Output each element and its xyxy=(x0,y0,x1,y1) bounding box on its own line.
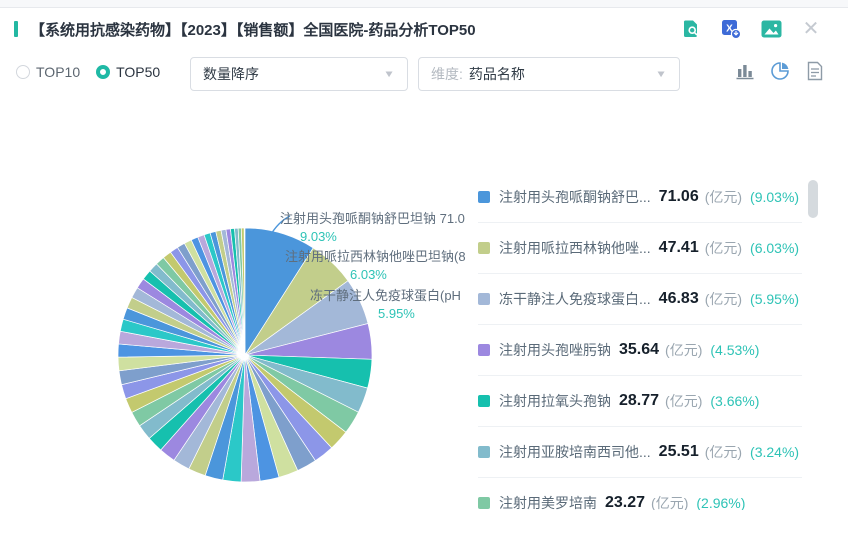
doc-preview-icon[interactable] xyxy=(680,18,702,40)
legend-item-unit: (亿元) xyxy=(704,240,743,256)
legend-item[interactable]: 注射用美罗培南 23.27 (亿元) (2.96%) xyxy=(478,478,802,510)
pie-label-pct: 6.03% xyxy=(350,267,387,282)
legend-item-name: 注射用美罗培南 xyxy=(499,495,597,510)
legend-item[interactable]: 注射用亚胺培南西司他... 25.51 (亿元) (3.24%) xyxy=(478,427,802,478)
pie-chart-view-icon[interactable] xyxy=(769,60,791,82)
legend-item-unit: (亿元) xyxy=(704,291,743,307)
legend-color-chip xyxy=(478,446,490,458)
legend-item-unit: (亿元) xyxy=(651,495,689,510)
pie-label-pct: 5.95% xyxy=(378,306,415,321)
top-n-radio-group: TOP10 TOP50 xyxy=(16,64,160,80)
legend-item-value: 47.41 xyxy=(658,239,699,256)
image-export-icon[interactable] xyxy=(760,18,782,40)
dimension-dropdown[interactable]: 维度: 药品名称 ▼ xyxy=(418,57,680,91)
excel-export-icon[interactable]: X xyxy=(720,18,742,40)
legend-item-name: 注射用头孢唑肟钠 xyxy=(499,342,611,358)
radio-top50-label: TOP50 xyxy=(116,64,161,80)
legend-item[interactable]: 冻干静注人免疫球蛋白... 46.83 (亿元) (5.95%) xyxy=(478,274,802,325)
legend-color-chip xyxy=(478,191,490,203)
radio-circle-selected-icon xyxy=(96,65,111,79)
close-icon[interactable]: ✕ xyxy=(802,18,820,40)
legend-item[interactable]: 注射用哌拉西林钠他唑... 47.41 (亿元) (6.03%) xyxy=(478,223,802,274)
legend-list: 注射用头孢哌酮钠舒巴... 71.06 (亿元) (9.03%) 注射用哌拉西林钠他唑.… xyxy=(478,172,802,510)
legend-item-pct: (6.03%) xyxy=(750,240,800,256)
legend-color-chip xyxy=(478,242,490,254)
radio-circle-icon xyxy=(16,65,30,79)
pie-chart xyxy=(115,225,375,485)
pie-label: 冻干静注人免疫球蛋白(pH xyxy=(310,288,461,303)
radio-top10-label: TOP10 xyxy=(36,64,81,80)
legend-item[interactable]: 注射用拉氧头孢钠 28.77 (亿元) (3.66%) xyxy=(478,376,802,427)
legend-color-chip xyxy=(478,293,490,305)
legend-color-chip xyxy=(478,344,490,356)
chevron-down-icon: ▼ xyxy=(655,68,667,80)
legend-item-name: 冻干静注人免疫球蛋白... xyxy=(499,291,651,307)
legend-scrollbar[interactable] xyxy=(808,180,818,218)
header-toolbar: X ✕ xyxy=(680,18,822,40)
legend-item-pct: (2.96%) xyxy=(696,495,746,510)
legend-item-pct: (3.66%) xyxy=(710,393,760,409)
legend-item[interactable]: 注射用头孢哌酮钠舒巴... 71.06 (亿元) (9.03%) xyxy=(478,172,802,223)
legend-color-chip xyxy=(478,395,490,407)
title-accent-bar xyxy=(14,21,18,37)
chart-view-switcher xyxy=(734,60,826,82)
pie-slice[interactable] xyxy=(240,227,246,356)
legend-item-pct: (4.53%) xyxy=(710,342,760,358)
dimension-value: 药品名称 xyxy=(468,66,525,82)
legend-item-value: 71.06 xyxy=(658,188,699,205)
legend-item-unit: (亿元) xyxy=(665,393,703,409)
legend-item-name: 注射用头孢哌酮钠舒巴... xyxy=(499,189,651,205)
legend-item-unit: (亿元) xyxy=(704,189,743,205)
legend-item-pct: (9.03%) xyxy=(750,189,800,205)
radio-top50[interactable]: TOP50 xyxy=(96,64,160,80)
legend-item-value: 28.77 xyxy=(619,392,660,409)
legend-item[interactable]: 注射用头孢唑肟钠 35.64 (亿元) (4.53%) xyxy=(478,325,802,376)
top-divider xyxy=(0,0,848,8)
legend-item-name: 注射用亚胺培南西司他... xyxy=(499,444,651,460)
legend-item-value: 35.64 xyxy=(619,341,660,358)
bar-chart-view-icon[interactable] xyxy=(734,60,756,82)
chevron-down-icon: ▼ xyxy=(383,68,395,80)
sort-order-dropdown[interactable]: 数量降序 ▼ xyxy=(190,57,408,91)
legend-item-name: 注射用哌拉西林钠他唑... xyxy=(499,240,651,256)
legend-color-chip xyxy=(478,497,490,509)
legend-item-pct: (5.95%) xyxy=(750,291,800,307)
legend-item-unit: (亿元) xyxy=(704,444,743,460)
dimension-prefix: 维度: xyxy=(431,66,463,82)
legend-item-value: 46.83 xyxy=(658,290,699,307)
pie-label-pct: 9.03% xyxy=(300,229,337,244)
svg-text:X: X xyxy=(726,24,733,35)
legend-item-pct: (3.24%) xyxy=(750,444,800,460)
sort-order-value: 数量降序 xyxy=(203,66,259,82)
page-title: 【系统用抗感染药物】【2023】【销售额】全国医院-药品分析TOP50 xyxy=(30,22,476,39)
report-view-icon[interactable] xyxy=(804,60,826,82)
legend-item-name: 注射用拉氧头孢钠 xyxy=(499,393,611,409)
pie-label: 注射用哌拉西林钠他唑巴坦钠(8 xyxy=(285,249,466,264)
legend-item-unit: (亿元) xyxy=(665,342,703,358)
legend-item-value: 23.27 xyxy=(605,494,646,510)
legend-item-value: 25.51 xyxy=(658,443,699,460)
pie-label: 注射用头孢哌酮钠舒巴坦钠 71.0 xyxy=(280,211,465,226)
radio-top10[interactable]: TOP10 xyxy=(16,64,80,80)
